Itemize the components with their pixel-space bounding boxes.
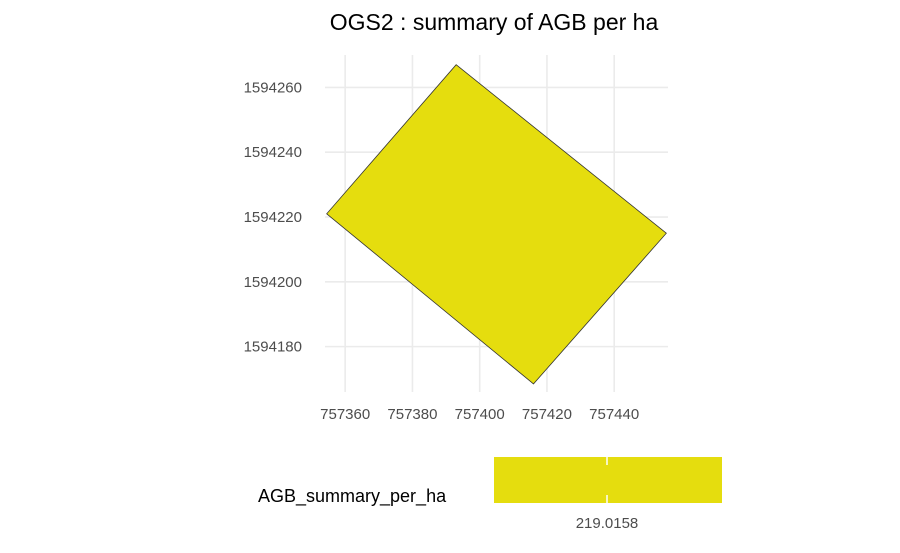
plot-polygon bbox=[326, 64, 667, 385]
plot-area bbox=[326, 64, 667, 385]
chart-title: OGS2 : summary of AGB per ha bbox=[330, 9, 659, 35]
legend: AGB_summary_per_ha 219.0158 bbox=[258, 457, 722, 532]
y-tick-label: 1594200 bbox=[244, 274, 302, 291]
x-tick-label: 757400 bbox=[455, 406, 505, 423]
legend-colorbar bbox=[494, 457, 722, 503]
y-tick-label: 1594220 bbox=[244, 209, 302, 226]
x-tick-label: 757420 bbox=[522, 406, 572, 423]
axis-ticks: 757360 757380 757400 757420 757440 1594180 159… bbox=[244, 79, 640, 423]
y-tick-label: 1594240 bbox=[244, 144, 302, 161]
y-tick-label: 1594180 bbox=[244, 339, 302, 356]
x-tick-label: 757440 bbox=[589, 406, 639, 423]
x-tick-label: 757380 bbox=[387, 406, 437, 423]
legend-value-label: 219.0158 bbox=[576, 515, 639, 532]
x-tick-label: 757360 bbox=[320, 406, 370, 423]
y-tick-label: 1594260 bbox=[244, 79, 302, 96]
legend-title: AGB_summary_per_ha bbox=[258, 486, 447, 507]
